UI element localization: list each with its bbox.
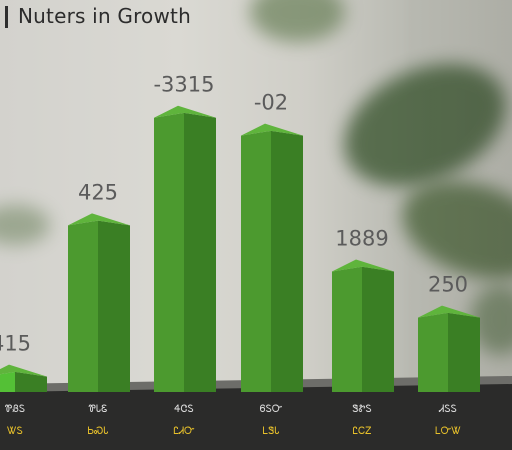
x-sub-label: ᏞᏕᏓ: [262, 426, 279, 437]
bar: [332, 259, 394, 392]
x-tick-label: ᏈᏰᏚ: [5, 404, 25, 415]
x-sub-label: ᏝᏗᏅ: [173, 426, 195, 437]
bar-front-face: [68, 220, 98, 392]
bar: [154, 105, 216, 393]
bar: [418, 305, 480, 392]
bar-top-face: [332, 259, 394, 272]
bar-front-face: [241, 130, 271, 392]
x-tick-label: ᏗᏚᏚ: [438, 404, 457, 415]
bar-top-face: [0, 364, 47, 377]
bar-top-face: [241, 123, 303, 136]
chart-title: Nuters in Growth: [18, 4, 191, 28]
bar-top-face: [154, 105, 216, 118]
bar: [68, 213, 130, 392]
bar-value-label: 1889: [335, 227, 388, 251]
bar-side-face: [15, 371, 47, 392]
bar-front-face: [418, 312, 448, 392]
bar-value-label: 415: [0, 332, 31, 356]
x-tick-label: ᏮᏚᏅ: [260, 404, 283, 415]
bar-value-label: -02: [254, 91, 288, 115]
chart-floor: [0, 380, 512, 450]
bar: [0, 364, 47, 392]
bar-value-label: 425: [78, 180, 118, 204]
bar-value-label: -3315: [153, 73, 214, 97]
x-tick-label: ᏈᏓᏋ: [89, 404, 108, 415]
x-tick-label: ᏕᏑᏚ: [352, 404, 371, 415]
bar-side-face: [362, 266, 394, 392]
bar-front-face: [0, 371, 15, 392]
bar-front-face: [154, 112, 184, 393]
bar-side-face: [184, 112, 216, 393]
bar: [241, 123, 303, 392]
x-sub-label: ᏞᏅᏔ: [435, 426, 461, 437]
bar-side-face: [98, 220, 130, 392]
bar-front-face: [332, 266, 362, 392]
bar-value-label: 250: [428, 273, 468, 297]
x-tick-label: ᏎᏣᏚ: [174, 404, 193, 415]
title-accent-bar: [5, 6, 8, 28]
x-sub-label: ᏝᏟᏃ: [352, 426, 371, 437]
x-sub-label: ᏔᏚ: [6, 426, 23, 437]
bar-top-face: [68, 213, 130, 226]
bar-top-face: [418, 305, 480, 318]
bar-side-face: [271, 130, 303, 392]
x-sub-label: ᏏᏍᏓ: [87, 426, 108, 437]
bar-side-face: [448, 312, 480, 392]
